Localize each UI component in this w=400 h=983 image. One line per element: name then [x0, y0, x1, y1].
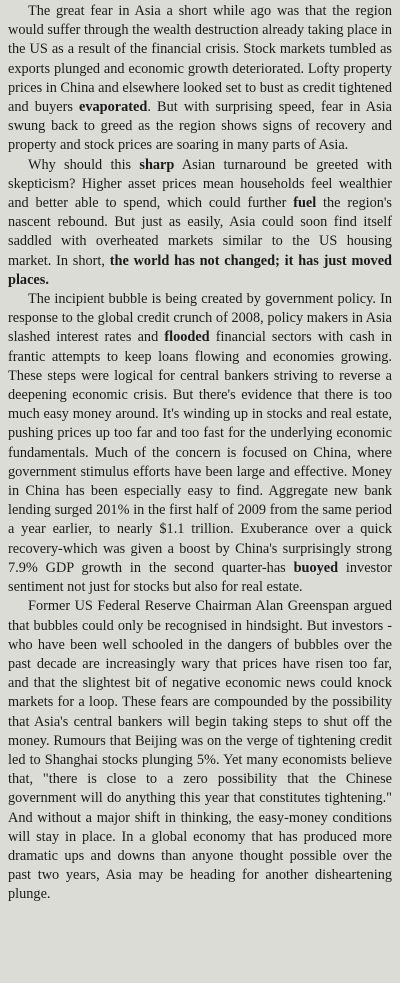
text-run: financial sectors with cash in frantic a… — [8, 329, 392, 576]
bold-phrase-moved-places: the world has not changed; it has just m… — [8, 252, 392, 288]
paragraph-3: The incipient bubble is being created by… — [8, 290, 392, 597]
paragraph-1: The great fear in Asia a short while ago… — [8, 2, 392, 156]
text-run: Why should this — [28, 156, 140, 173]
text-run: The incipient bubble is being created by… — [8, 291, 392, 346]
text-run: the region's nascent rebound. But just a… — [8, 195, 393, 269]
paragraph-2: Why should this sharp Asian turnaround b… — [8, 156, 392, 290]
text-run: The great fear in Asia a short while ago… — [8, 3, 392, 116]
text-run: investor sentiment not just for stocks b… — [8, 559, 392, 596]
paragraph-4: Former US Federal Reserve Chairman Alan … — [8, 597, 392, 904]
bold-term-fuel: fuel — [293, 195, 317, 212]
bold-term-sharp: sharp — [139, 156, 175, 173]
text-run: . But with surprising speed, fear in Asi… — [8, 99, 392, 154]
text-run: Asian turnaround be greeted with skeptic… — [8, 156, 392, 212]
bold-term-flooded: flooded — [164, 329, 210, 346]
bold-term-buoyed: buoyed — [293, 559, 339, 576]
bold-term-evaporated: evaporated — [79, 99, 148, 116]
text-run: Former US Federal Reserve Chairman Alan … — [8, 598, 392, 903]
